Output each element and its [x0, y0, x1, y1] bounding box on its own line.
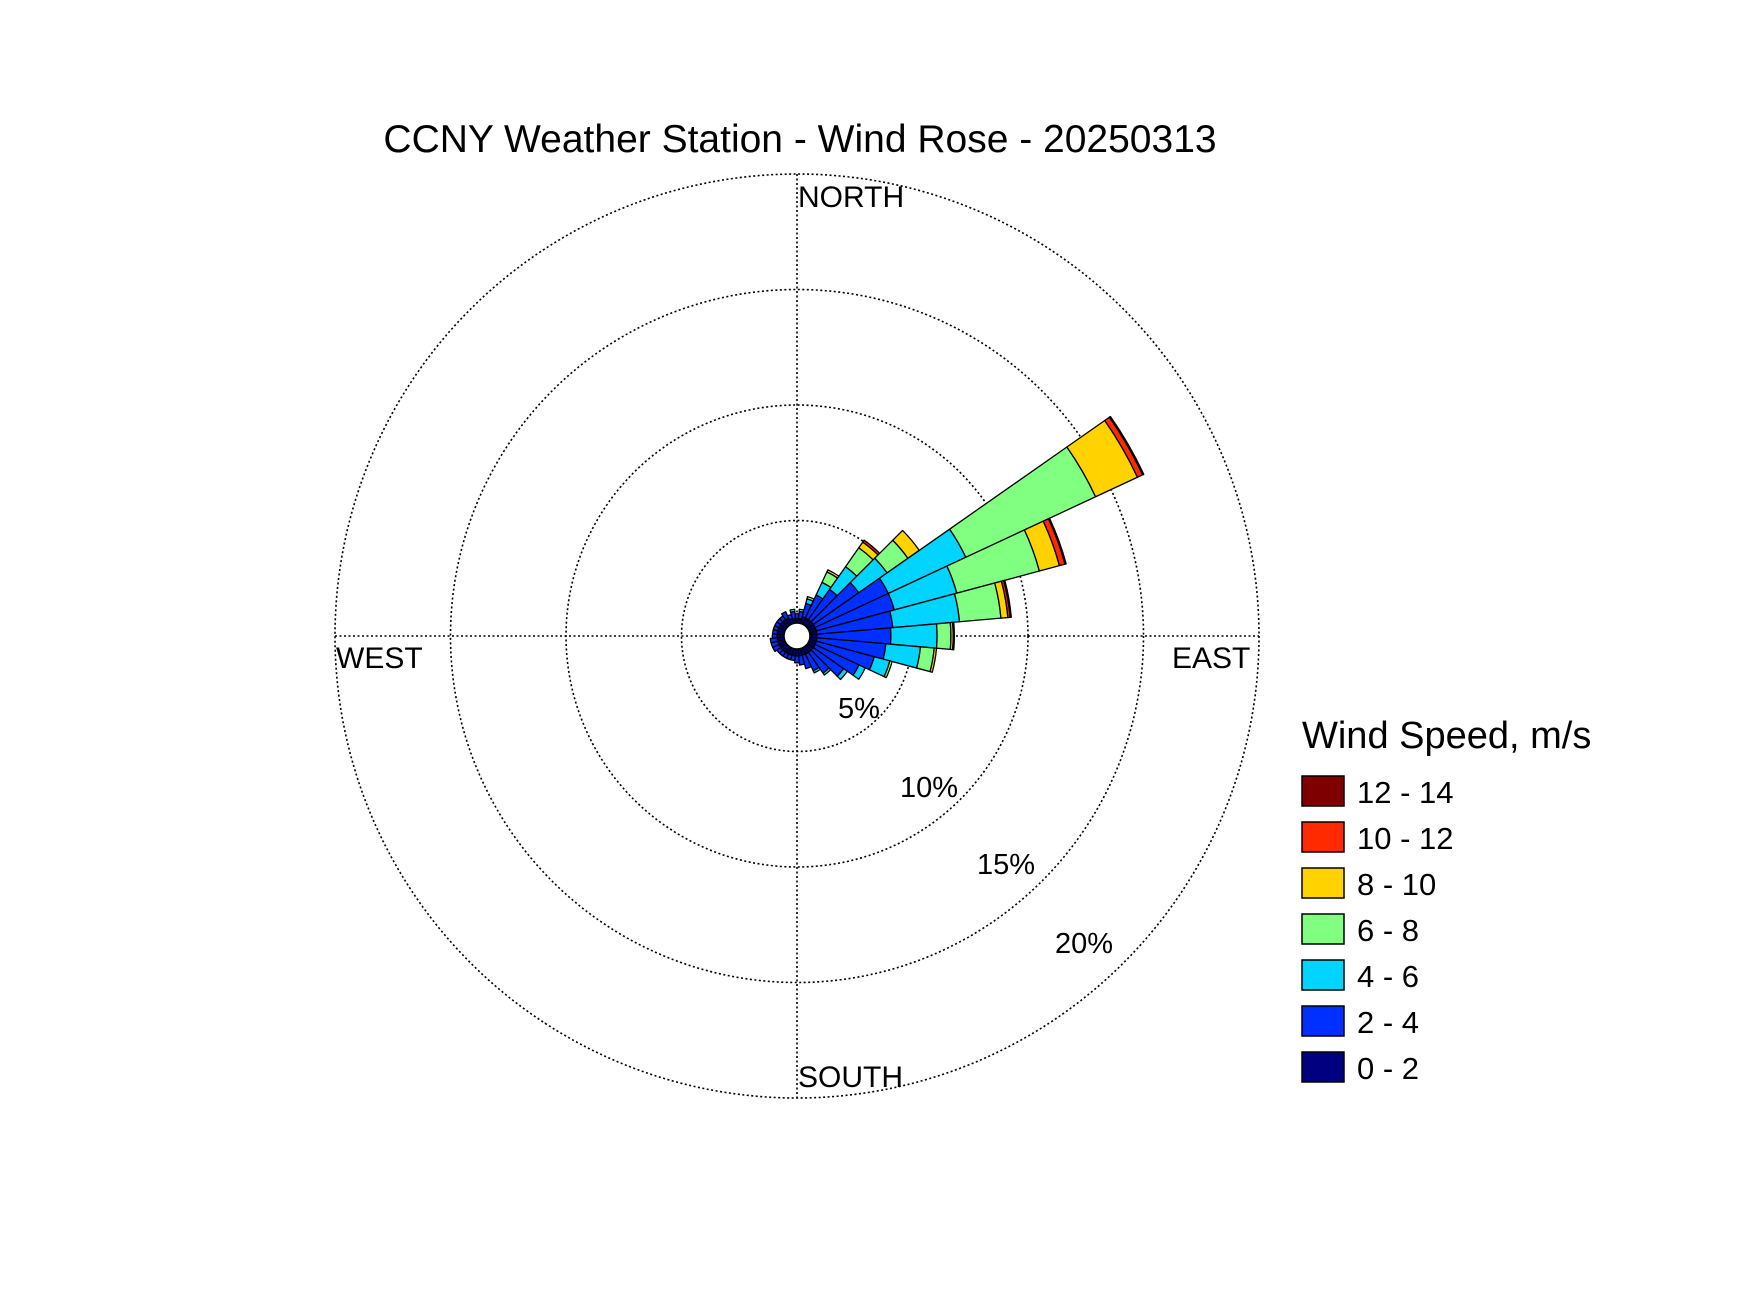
legend-label-3: 6 - 8: [1357, 913, 1419, 948]
petal-segment-350deg-bin-2: [789, 608, 796, 613]
legend-label-1: 10 - 12: [1357, 821, 1454, 856]
petal-segment-60deg-bin-6: [1108, 415, 1145, 476]
calm-center-circle: [783, 622, 811, 650]
legend-swatch-4: [1301, 959, 1345, 991]
ring-label-10: 10%: [900, 772, 958, 804]
legend-swatch-1: [1301, 821, 1345, 853]
wind-rose-petals: [769, 415, 1145, 681]
ring-label-20: 20%: [1055, 928, 1113, 960]
petal-segment-140deg-bin-2: [822, 667, 832, 676]
petal-segment-330deg-bin-1: [780, 611, 790, 621]
polar-grid: [334, 173, 1260, 1099]
legend-label-0: 12 - 14: [1357, 775, 1454, 810]
legend-label-5: 2 - 4: [1357, 1005, 1419, 1040]
petal-segment-70deg-bin-6: [1047, 517, 1067, 565]
petal-segment-90deg-bin-5: [951, 621, 956, 651]
petal-segment-260deg-bin-1: [769, 637, 779, 644]
petal-segment-100deg-bin-4: [929, 647, 938, 673]
petal-segment-170deg-bin-1: [798, 654, 806, 666]
petal-segment-180deg-bin-1: [794, 655, 800, 664]
grid-ring-15: [449, 288, 1145, 984]
petal-segment-130deg-bin-2: [836, 667, 849, 681]
ring-label-15: 15%: [977, 849, 1035, 881]
petal-segment-110deg-bin-3: [883, 660, 893, 679]
legend-label-4: 4 - 6: [1357, 959, 1419, 994]
chart-title: CCNY Weather Station - Wind Rose - 20250…: [383, 118, 1216, 161]
legend-swatch-2: [1301, 867, 1345, 899]
petal-segment-90deg-bin-3: [935, 621, 952, 651]
ring-label-5: 5%: [838, 693, 880, 725]
direction-label-east: EAST: [1172, 642, 1250, 675]
legend-swatch-6: [1301, 1051, 1345, 1083]
petal-segment-120deg-bin-2: [852, 664, 866, 680]
petal-segment-160deg-bin-1: [801, 653, 812, 670]
direction-label-north: NORTH: [798, 181, 904, 214]
legend: Wind Speed, m/s 12 - 14 10 - 12 8 - 10 6 - …: [1301, 715, 1591, 1086]
legend-title: Wind Speed, m/s: [1302, 715, 1591, 757]
legend-swatch-5: [1301, 1005, 1345, 1037]
direction-label-south: SOUTH: [798, 1061, 903, 1094]
petal-segment-150deg-bin-2: [812, 666, 822, 674]
petal-segment-80deg-bin-6: [1003, 579, 1012, 618]
direction-label-west: WEST: [336, 642, 423, 675]
legend-swatch-0: [1301, 775, 1345, 807]
legend-label-6: 0 - 2: [1357, 1051, 1419, 1086]
legend-swatch-3: [1301, 913, 1345, 945]
legend-label-2: 8 - 10: [1357, 867, 1436, 902]
